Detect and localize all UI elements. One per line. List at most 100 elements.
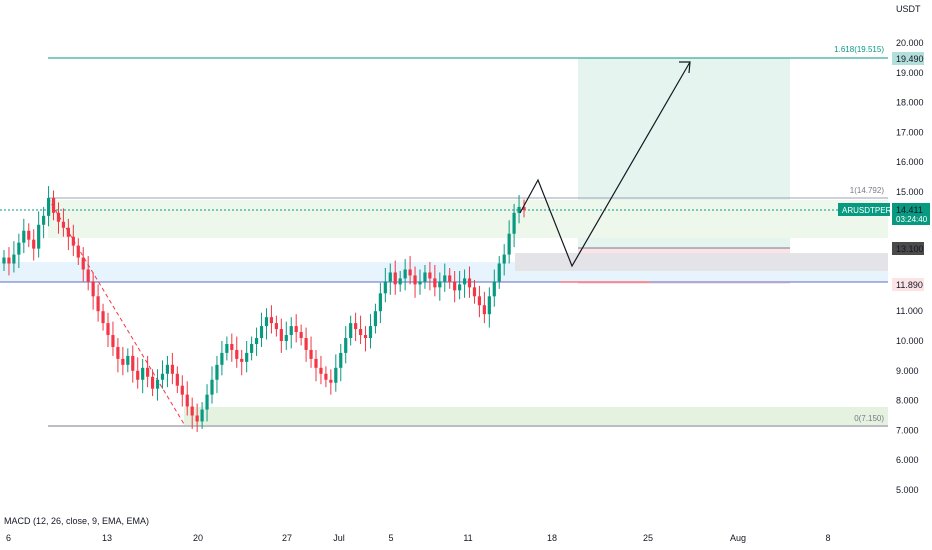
candle-body bbox=[146, 367, 150, 377]
candle-body bbox=[126, 355, 130, 365]
macd-indicator-label[interactable]: MACD (12, 26, close, 9, EMA, EMA) bbox=[4, 516, 150, 526]
y-tick-label: 11.000 bbox=[896, 306, 923, 316]
candle-body bbox=[96, 296, 100, 312]
x-tick-label: 27 bbox=[282, 533, 292, 543]
fib-mid-label: 1(14.792) bbox=[850, 186, 885, 195]
candle-body bbox=[121, 358, 125, 365]
svg-text:14.411: 14.411 bbox=[896, 205, 923, 215]
y-tick-label: 19.000 bbox=[896, 68, 924, 78]
candle-body bbox=[458, 284, 462, 291]
candle-body bbox=[299, 332, 303, 339]
svg-text:03:24:40: 03:24:40 bbox=[896, 215, 928, 224]
candle-body bbox=[2, 257, 6, 264]
candle-body bbox=[522, 206, 526, 210]
y-tick-label: 15.000 bbox=[896, 187, 924, 197]
fib-top-label: 1.618(19.515) bbox=[834, 45, 884, 54]
candle-body bbox=[319, 367, 323, 374]
candle-body bbox=[388, 272, 392, 282]
demand-zone-bottom bbox=[184, 407, 888, 425]
candle-body bbox=[46, 197, 51, 216]
candle-body bbox=[141, 367, 145, 380]
symbol-tag: ARUSDTPERP bbox=[838, 203, 897, 216]
svg-text:ARUSDTPERP: ARUSDTPERP bbox=[842, 206, 897, 215]
candle-body bbox=[150, 376, 155, 389]
candle-body bbox=[349, 323, 353, 339]
candle-body bbox=[195, 415, 199, 422]
candle-body bbox=[314, 358, 318, 368]
candle-body bbox=[334, 367, 338, 383]
candle-body bbox=[378, 293, 382, 312]
entry-price-tag: 13.100 bbox=[892, 242, 924, 255]
x-tick-label: 25 bbox=[643, 533, 653, 543]
candle-body bbox=[180, 385, 184, 395]
fib-trend-line bbox=[47, 197, 185, 425]
x-tick-label: 8 bbox=[825, 533, 830, 543]
candle-body bbox=[22, 230, 26, 243]
candle-body bbox=[86, 269, 90, 282]
fib-bottom-label: 0(7.150) bbox=[854, 414, 884, 423]
candle-body bbox=[225, 343, 229, 353]
candle-body bbox=[428, 272, 432, 279]
candle-body bbox=[274, 323, 278, 330]
candle-body bbox=[413, 275, 417, 285]
candle-body bbox=[368, 326, 373, 339]
price-axis[interactable]: 20.00019.00018.00017.00016.00015.00014.0… bbox=[896, 38, 924, 495]
candle-body bbox=[482, 305, 486, 315]
candle-body bbox=[66, 227, 70, 237]
y-tick-label: 16.000 bbox=[896, 157, 924, 167]
candle-body bbox=[344, 338, 348, 353]
candle-body bbox=[279, 329, 283, 341]
candle-body bbox=[512, 212, 516, 234]
y-tick-label: 17.000 bbox=[896, 127, 924, 137]
candle-body bbox=[339, 352, 343, 368]
candle-body bbox=[517, 206, 521, 213]
candle-body bbox=[106, 323, 110, 336]
candle-body bbox=[51, 197, 56, 213]
time-axis[interactable]: 6 13 20 27 Jul 5 11 18 25 Aug 8 bbox=[6, 533, 831, 543]
x-tick-label: Aug bbox=[730, 533, 746, 543]
candle-body bbox=[205, 394, 209, 410]
candle-body bbox=[492, 281, 496, 297]
candle-body bbox=[136, 370, 140, 380]
candle-body bbox=[254, 338, 259, 344]
x-tick-label: 18 bbox=[547, 533, 557, 543]
svg-text:11.890: 11.890 bbox=[896, 280, 923, 290]
candle-body bbox=[487, 296, 491, 315]
candle-body bbox=[190, 406, 194, 416]
candle-body bbox=[329, 379, 333, 383]
candle-body bbox=[91, 281, 95, 297]
candle-body bbox=[354, 323, 358, 330]
projection-path bbox=[519, 61, 691, 268]
candle-body bbox=[61, 221, 66, 228]
y-tick-label: 18.000 bbox=[896, 98, 924, 108]
x-tick-label: 5 bbox=[388, 533, 393, 543]
candle-body bbox=[363, 335, 368, 339]
candle-body bbox=[111, 335, 115, 347]
candle-body bbox=[185, 394, 189, 407]
candle-body bbox=[170, 364, 174, 374]
candle-body bbox=[294, 326, 298, 333]
x-tick-label: 13 bbox=[102, 533, 112, 543]
candle-body bbox=[438, 281, 442, 288]
candle-body bbox=[131, 355, 135, 371]
y-tick-label: 6.000 bbox=[896, 455, 919, 465]
candle-body bbox=[200, 409, 204, 422]
y-tick-label: 5.000 bbox=[896, 485, 919, 495]
candle-body bbox=[7, 257, 11, 264]
candle-body bbox=[269, 317, 274, 324]
candle-body bbox=[423, 272, 427, 282]
candle-body bbox=[259, 326, 264, 339]
candle-body bbox=[507, 233, 511, 255]
candle-body bbox=[81, 257, 85, 270]
candle-body bbox=[165, 364, 170, 374]
x-tick-label: 20 bbox=[193, 533, 203, 543]
candle-body bbox=[477, 296, 482, 306]
candle-body bbox=[12, 254, 16, 264]
stop-price-tag: 11.890 bbox=[892, 278, 924, 291]
candle-body bbox=[42, 215, 46, 225]
x-tick-label: 11 bbox=[463, 533, 472, 543]
candle-body bbox=[116, 346, 120, 359]
candle-body bbox=[175, 373, 179, 386]
candle-body bbox=[398, 278, 402, 285]
